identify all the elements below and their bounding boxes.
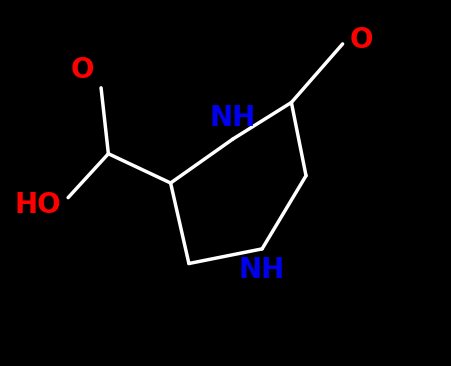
Text: O: O — [70, 56, 94, 84]
Text: HO: HO — [14, 191, 61, 219]
Text: NH: NH — [239, 256, 285, 284]
Text: O: O — [350, 26, 373, 54]
Text: NH: NH — [210, 104, 256, 132]
